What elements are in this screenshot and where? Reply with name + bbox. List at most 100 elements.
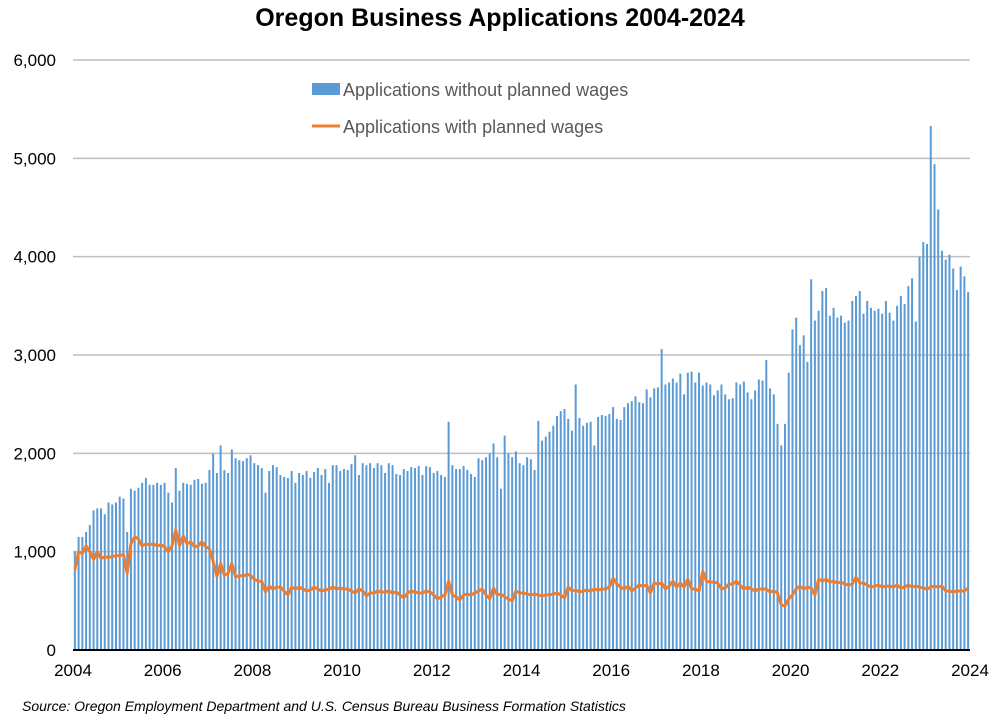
bar bbox=[679, 373, 682, 650]
bar bbox=[817, 310, 820, 650]
bar bbox=[862, 313, 865, 650]
bar bbox=[122, 498, 125, 650]
bar bbox=[200, 483, 203, 650]
bar bbox=[413, 468, 416, 650]
x-tick-label: 2024 bbox=[951, 661, 989, 680]
bar bbox=[544, 436, 547, 650]
bar bbox=[298, 473, 301, 650]
bar bbox=[171, 502, 174, 650]
bar bbox=[204, 482, 207, 650]
bar bbox=[440, 474, 443, 650]
bar bbox=[238, 460, 241, 650]
legend: Applications without planned wages Appli… bbox=[312, 80, 628, 137]
bar bbox=[899, 296, 902, 650]
bar bbox=[724, 394, 727, 650]
bar bbox=[447, 421, 450, 650]
bar bbox=[937, 209, 940, 650]
bar bbox=[268, 471, 271, 650]
bar bbox=[391, 465, 394, 650]
bar bbox=[668, 382, 671, 650]
bar bbox=[559, 411, 562, 650]
bar bbox=[496, 457, 499, 650]
bar bbox=[783, 423, 786, 650]
bar bbox=[133, 490, 136, 650]
bar bbox=[477, 458, 480, 650]
legend-label-line: Applications with planned wages bbox=[343, 117, 603, 137]
bar bbox=[193, 479, 196, 650]
bar bbox=[671, 378, 674, 650]
bar bbox=[387, 463, 390, 650]
bar bbox=[798, 345, 801, 650]
bar bbox=[836, 317, 839, 650]
bar bbox=[361, 463, 364, 650]
y-tick-label: 1,000 bbox=[13, 543, 56, 562]
bar bbox=[406, 471, 409, 650]
bar bbox=[623, 407, 626, 650]
bar bbox=[182, 482, 185, 650]
bar bbox=[873, 310, 876, 650]
bar bbox=[163, 482, 166, 650]
bar bbox=[107, 502, 110, 650]
bar bbox=[376, 463, 379, 650]
y-tick-label: 4,000 bbox=[13, 248, 56, 267]
bar bbox=[585, 422, 588, 650]
bar bbox=[593, 445, 596, 650]
x-tick-label: 2014 bbox=[503, 661, 541, 680]
bar bbox=[279, 474, 282, 650]
bar bbox=[604, 415, 607, 650]
bar bbox=[384, 473, 387, 650]
bar bbox=[264, 492, 267, 650]
bar bbox=[869, 307, 872, 650]
bar bbox=[73, 551, 76, 650]
bar bbox=[701, 385, 704, 650]
bar bbox=[653, 388, 656, 650]
bar bbox=[189, 484, 192, 650]
bar bbox=[473, 476, 476, 650]
y-tick-label: 2,000 bbox=[13, 444, 56, 463]
bar bbox=[328, 482, 331, 650]
x-tick-label: 2020 bbox=[772, 661, 810, 680]
bar bbox=[955, 290, 958, 650]
bar bbox=[144, 477, 147, 650]
bar bbox=[522, 465, 525, 650]
bar bbox=[612, 407, 615, 650]
bar bbox=[619, 419, 622, 650]
bar bbox=[126, 532, 129, 650]
bar bbox=[541, 440, 544, 650]
bar bbox=[840, 315, 843, 650]
y-tick-label: 0 bbox=[47, 641, 56, 660]
x-tick-label: 2008 bbox=[233, 661, 271, 680]
bar bbox=[499, 488, 502, 650]
bar bbox=[847, 320, 850, 650]
bar bbox=[230, 449, 233, 650]
bar bbox=[152, 484, 155, 650]
bar bbox=[877, 308, 880, 650]
bar bbox=[103, 514, 106, 650]
bar bbox=[395, 473, 398, 650]
bar bbox=[354, 455, 357, 650]
line-series bbox=[73, 528, 970, 608]
bar bbox=[417, 466, 420, 650]
bar bbox=[257, 465, 260, 650]
bar bbox=[896, 305, 899, 650]
bar bbox=[843, 322, 846, 650]
legend-label-bars: Applications without planned wages bbox=[343, 80, 628, 100]
bar bbox=[309, 477, 312, 650]
y-tick-label: 6,000 bbox=[13, 51, 56, 70]
bar bbox=[283, 476, 286, 650]
bar bbox=[933, 164, 936, 650]
bar bbox=[148, 484, 151, 650]
bar bbox=[335, 465, 338, 650]
bar bbox=[443, 476, 446, 650]
bar bbox=[963, 276, 966, 650]
bar bbox=[271, 465, 274, 650]
bar bbox=[660, 349, 663, 650]
bar bbox=[698, 372, 701, 650]
legend-bar-swatch bbox=[312, 83, 340, 95]
bar bbox=[339, 471, 342, 650]
bar bbox=[369, 463, 372, 650]
bar bbox=[780, 445, 783, 650]
bar bbox=[802, 335, 805, 650]
bar bbox=[96, 508, 99, 650]
bar bbox=[301, 474, 304, 650]
